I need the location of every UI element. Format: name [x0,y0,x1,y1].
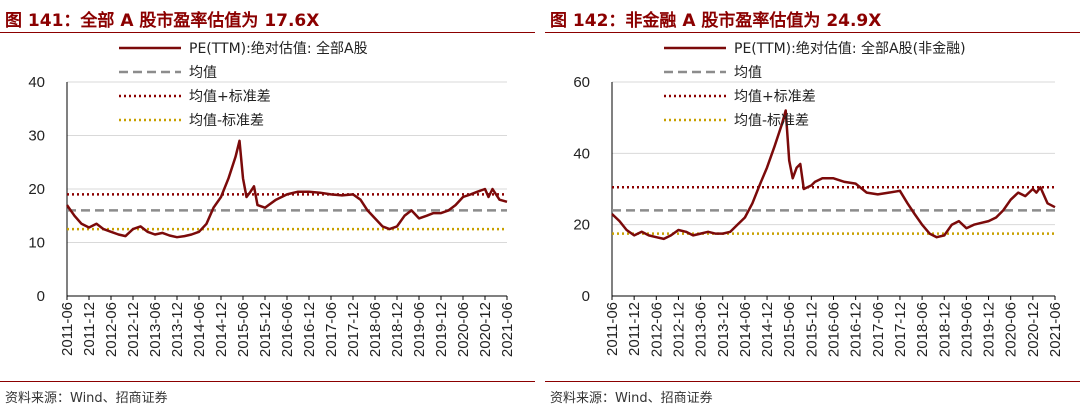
y-tick-label: 0 [37,288,45,305]
x-tick-label: 2016-06 [826,302,843,357]
x-tick-label: 2019-12 [981,302,998,357]
chart-panel-right: 图 142：非金融 A 股市盈率估值为 24.9X 0 20 40 60 2011-06… [545,0,1080,413]
x-tick-label: 2011-12 [81,302,98,356]
x-tick-label: 2013-12 [169,302,186,357]
x-tick-label: 2015-12 [257,302,274,357]
source-divider [545,381,1080,382]
chart-title: 图 142：非金融 A 股市盈率估值为 24.9X [550,11,882,31]
x-tick-label: 2018-12 [936,302,953,357]
x-tick-label: 2017-12 [345,302,362,357]
x-tick-label: 2016-12 [848,302,865,357]
x-tick-label: 2015-12 [803,302,820,357]
x-tick-label: 2021-06 [1047,302,1064,357]
y-tick-label: 20 [573,217,590,234]
x-tick-label: 2016-06 [279,302,296,357]
x-tick-label: 2016-12 [301,302,318,357]
y-tick-label: 40 [28,74,45,91]
x-tick-label: 2018-06 [367,302,384,357]
legend-upper-label: 均值+标准差 [189,89,271,105]
x-tick-label: 2012-12 [670,302,687,357]
pe-chart-non-financial-a-shares: 0 20 40 60 2011-06 2011-12 2012-06 2012-12 2013-… [573,40,1064,357]
legend-mean-label: 均值 [734,65,762,81]
y-tick-label: 40 [573,145,590,162]
legend-series-label: PE(TTM):绝对估值: 全部A股 [189,40,368,57]
x-tick-label: 2013-06 [147,302,164,357]
x-tick-label: 2020-06 [455,302,472,357]
x-tick-label: 2021-06 [499,302,516,357]
x-tick-label: 2020-12 [477,302,494,357]
source-note: 资料来源：Wind、招商证券 [550,391,713,406]
legend-lower-label: 均值-标准差 [734,113,809,129]
x-tick-label: 2017-12 [892,302,909,357]
chart-panel-left: 图 141：全部 A 股市盈率估值为 17.6X 0 10 20 30 40 2011-0… [0,0,535,413]
legend-lower-label: 均值-标准差 [189,113,264,129]
x-tick-label: 2020-06 [1003,302,1020,357]
x-tick-label: 2018-12 [389,302,406,357]
x-tick-label: 2012-12 [125,302,142,357]
y-tick-label: 10 [28,235,45,252]
x-tick-label: 2019-06 [958,302,975,357]
x-tick-label: 2019-12 [433,302,450,357]
source-divider [0,381,535,382]
x-tick-label: 2014-12 [213,302,230,357]
y-tick-label: 60 [573,74,590,91]
chart-title: 图 141：全部 A 股市盈率估值为 17.6X [5,11,320,31]
legend-series-label: PE(TTM):绝对估值: 全部A股(非金融) [734,40,966,57]
x-tick-label: 2017-06 [870,302,887,357]
x-tick-label: 2014-06 [191,302,208,357]
x-tick-label: 2011-12 [626,302,643,356]
title-divider [545,32,1080,33]
x-tick-label: 2011-06 [604,302,621,356]
legend-mean-label: 均值 [189,65,217,81]
x-tick-label: 2011-06 [59,302,76,356]
legend-upper-label: 均值+标准差 [734,89,816,105]
pe-ttm-series-line [65,139,508,239]
x-tick-label: 2015-06 [235,302,252,357]
x-tick-label: 2013-12 [715,302,732,357]
y-tick-label: 20 [28,181,45,198]
x-tick-label: 2015-06 [781,302,798,357]
x-tick-label: 2013-06 [693,302,710,357]
y-tick-label: 0 [582,288,590,305]
x-tick-label: 2019-06 [411,302,428,357]
x-tick-label: 2017-06 [323,302,340,357]
x-tick-label: 2018-06 [914,302,931,357]
x-tick-label: 2020-12 [1025,302,1042,357]
x-tick-label: 2012-06 [103,302,120,357]
pe-chart-all-a-shares: 0 10 20 30 40 2011-06 2011-12 2012-06 2012-12 201… [28,40,516,357]
x-tick-label: 2012-06 [648,302,665,357]
pe-ttm-series-line [611,109,1056,241]
y-tick-label: 30 [28,128,45,145]
title-divider [0,32,535,33]
source-note: 资料来源：Wind、招商证券 [5,391,168,406]
x-tick-label: 2014-06 [737,302,754,357]
x-tick-label: 2014-12 [759,302,776,357]
